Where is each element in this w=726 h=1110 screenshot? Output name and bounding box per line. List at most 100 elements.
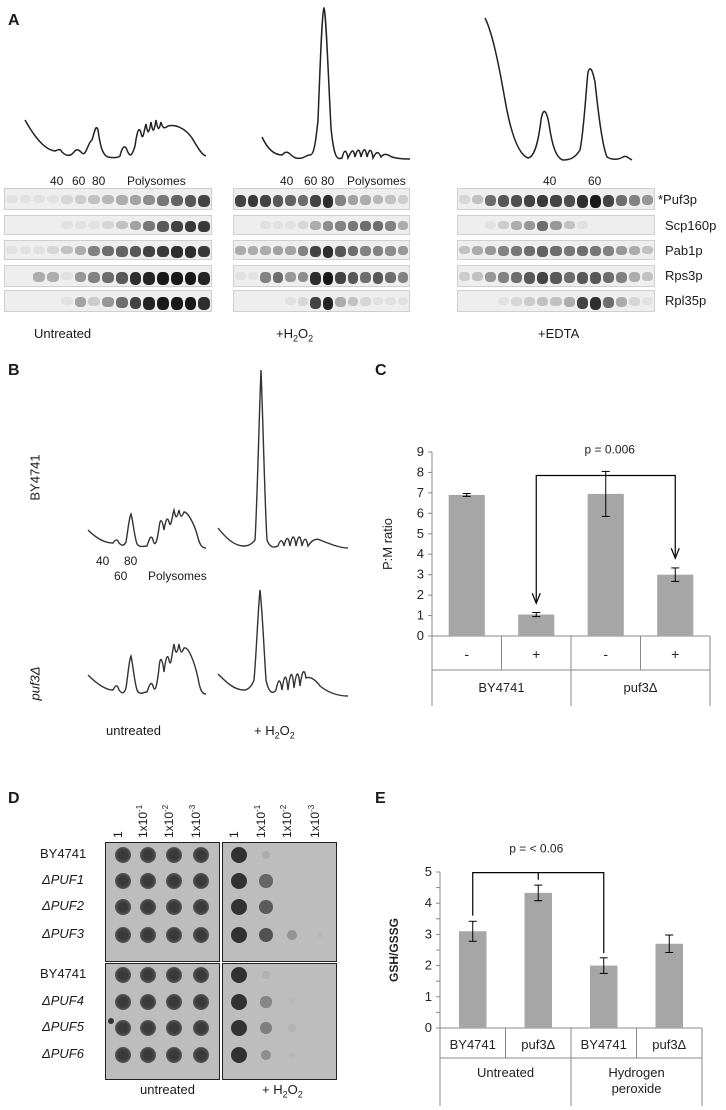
blot-strip [233,240,410,260]
blot-band [459,195,471,204]
blot-band [550,195,562,207]
y-tick-label: 6 [417,505,424,520]
blot-band [615,195,627,206]
strain-label: ΔPUF4 [42,993,84,1008]
blot-strip [457,188,655,210]
blot-band [310,297,321,309]
colony-spot [231,1020,247,1036]
colony-spot [115,873,131,889]
tick-60-h2o2: 60 [304,174,318,188]
blot-strip [4,240,212,260]
colony-spot [140,994,156,1010]
blot-band [563,221,575,230]
blot-band [576,297,588,309]
blot-band [60,272,73,281]
blot-strip [457,240,655,260]
blot-band [322,272,333,285]
blot-band [563,272,575,283]
blot-band [385,221,396,231]
blot-band [198,246,210,258]
colony-spot [166,927,182,943]
blot-band [576,272,588,284]
y-tick-label: 4 [417,546,424,561]
x-tick-label: - [464,646,469,662]
strain-label: ΔPUF1 [42,872,84,887]
colony-spot [231,1047,247,1063]
colony-spot [166,1047,182,1063]
tick-80-h2o2: 80 [321,174,335,188]
blot-band [260,221,271,229]
blot-band [498,297,510,306]
blot-band [537,195,549,208]
blot-band [628,246,640,255]
blot-band [550,272,562,284]
blot-strip [233,265,410,287]
blot-band [74,195,87,204]
blot-band [563,195,575,207]
blot-band [347,246,358,257]
blot-band [297,195,308,206]
panel-label-b: B [8,362,20,379]
x-tick-label: + [532,646,540,662]
blot-band [129,246,142,257]
blot-band [235,272,246,281]
blot-band [297,221,308,230]
blot-strip [233,188,410,210]
blot-band [397,221,408,230]
blot-band [198,221,210,233]
panel-label-c: C [375,362,387,379]
colony-spot [166,847,182,863]
strain-label: ΔPUF2 [42,898,84,913]
panel-label-a: A [8,12,20,29]
significance-bracket [535,474,676,602]
blot-band [47,246,59,255]
blot-band [397,195,408,204]
blot-band [157,297,169,310]
blot-band [129,221,142,231]
bar [587,493,624,636]
y-axis-label: P:M ratio [380,518,395,570]
blot-band [285,246,296,256]
blot-band [115,195,128,205]
blot-band [198,272,210,285]
blot-band [60,195,73,204]
blot-band [385,272,396,283]
colony-spot [259,900,273,914]
blot-band [335,272,346,284]
tick-40-h2o2: 40 [280,174,294,188]
colony-spot [140,847,156,863]
blot-band [537,246,549,257]
blot-band [472,195,484,204]
tick-60-untreated: 60 [72,174,86,188]
blot-band [198,297,210,310]
blot-band [372,221,383,232]
blot-band [260,246,271,255]
blot-band [511,297,523,306]
colony-spot [231,873,247,889]
protein-label-puf3p: *Puf3p [658,192,698,207]
blot-band [372,246,383,256]
blot-band [563,246,575,257]
bracket-arrow [531,593,541,605]
blot-strip [4,290,212,312]
x-tick-label: BY4741 [450,1037,496,1052]
profile-puf3-untreated [87,643,207,695]
blot-band [322,297,333,310]
blot-band [372,195,383,205]
blot-band [143,221,156,232]
colony-spot [259,874,273,888]
blot-band [247,195,258,208]
profile-puf3-h2o2 [217,589,349,697]
blot-band [498,221,510,230]
colony-spot [193,847,209,863]
colony-spot [166,873,182,889]
colony-spot [193,927,209,943]
blot-band [602,246,614,256]
blot-band [372,272,383,284]
blot-band [537,297,549,306]
blot-band [88,195,101,204]
blot-band [485,195,497,206]
blot-strip [457,290,655,312]
bar [589,965,618,1028]
blot-band [589,195,601,208]
